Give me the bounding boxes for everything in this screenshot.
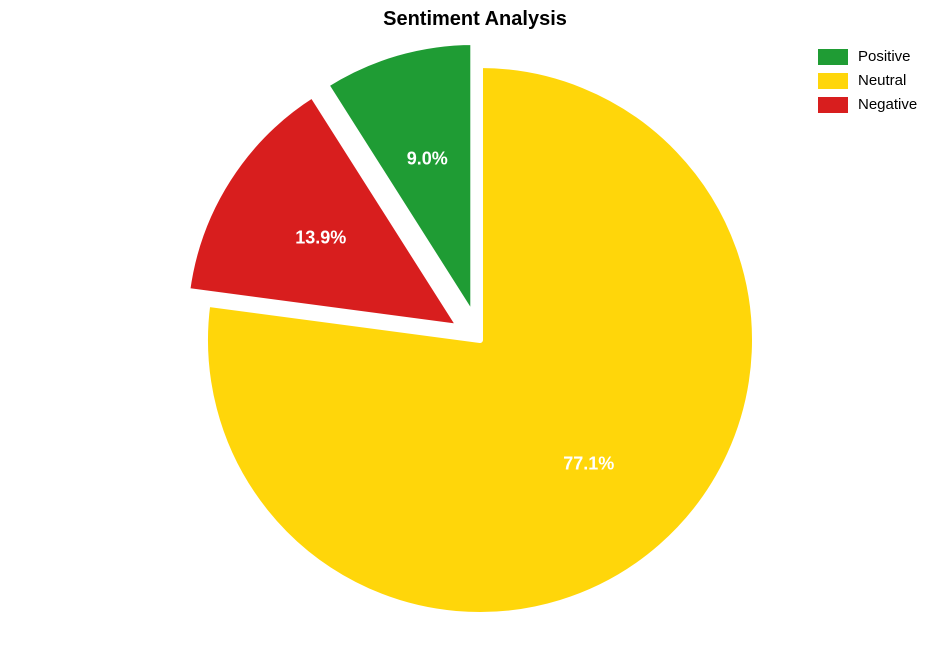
legend-swatch-negative	[818, 97, 848, 113]
legend-label-negative: Negative	[858, 96, 917, 113]
legend-swatch-neutral	[818, 73, 848, 89]
pie-svg	[0, 0, 950, 662]
slice-label-positive: 9.0%	[407, 148, 448, 169]
sentiment-pie-chart: Sentiment Analysis PositiveNeutralNegati…	[0, 0, 950, 662]
legend-swatch-positive	[818, 49, 848, 65]
legend-item-neutral: Neutral	[818, 72, 917, 89]
slice-label-neutral: 77.1%	[563, 454, 614, 475]
legend-label-neutral: Neutral	[858, 72, 906, 89]
legend-item-negative: Negative	[818, 96, 917, 113]
legend: Positive Neutral Negative	[818, 48, 917, 120]
slice-label-negative: 13.9%	[295, 228, 346, 249]
legend-label-positive: Positive	[858, 48, 911, 65]
legend-item-positive: Positive	[818, 48, 917, 65]
